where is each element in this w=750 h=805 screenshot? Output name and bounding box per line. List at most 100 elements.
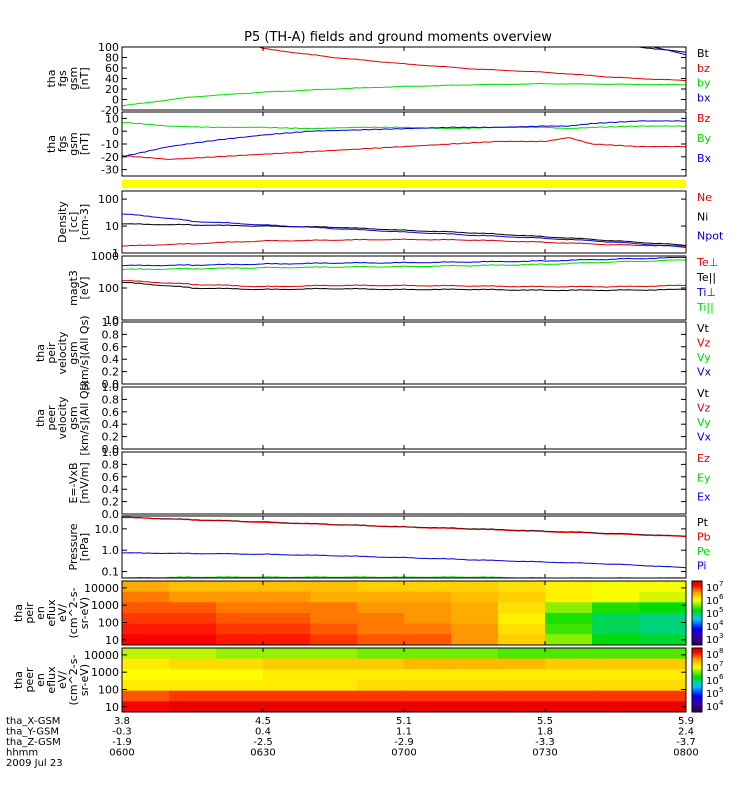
series-line-Bx [122, 120, 686, 158]
heatmap-cell [216, 634, 264, 645]
x-axis-value: 0800 [673, 748, 698, 759]
y-tick-label: 0 [112, 125, 119, 138]
heatmap-cell [498, 613, 546, 625]
heatmap-cell [263, 648, 311, 660]
colorbar-segment [692, 585, 702, 588]
y-axis-label: sr-eV) [78, 597, 91, 629]
panel-frame [121, 386, 687, 450]
y-tick-label: 1.0 [102, 446, 120, 459]
heatmap-cell [263, 680, 311, 692]
heatmap-cell [122, 701, 170, 712]
y-axis-label: gsm [67, 132, 80, 155]
y-tick-label: 1.0 [102, 316, 120, 329]
colorbar-segment [692, 707, 702, 711]
y-tick-label: 10000 [84, 649, 119, 662]
heatmap-cell [169, 602, 217, 614]
heatmap-cell [498, 669, 546, 681]
x-axis-value: 0600 [109, 748, 134, 759]
colorbar-tick-label: 10 [706, 583, 719, 594]
colorbar-segment [692, 625, 702, 629]
panel-frame [121, 46, 687, 111]
colorbar-segment [692, 642, 702, 646]
y-axis-label: [nPa] [78, 533, 91, 561]
legend-Pt: Pt [697, 516, 709, 529]
heatmap-cell [310, 623, 358, 635]
y-axis-label: [eV] [78, 277, 91, 300]
heatmap-cell [592, 634, 640, 645]
heatmap-cell [545, 690, 593, 702]
legend-Ti⊥: Ti⊥ [696, 286, 716, 299]
heatmap-cell [310, 690, 358, 702]
heatmap-cell [216, 591, 264, 603]
y-axis-label: en [34, 673, 47, 687]
y-tick-label: 0.2 [102, 496, 120, 509]
heatmap-cell [122, 581, 170, 593]
heatmap-cell [639, 581, 686, 593]
heatmap-cell [404, 591, 452, 603]
x-axis-value: -1.9 [112, 737, 132, 748]
heatmap-cell [545, 623, 593, 635]
y-tick-label: 60 [105, 62, 119, 75]
colorbar-segment [692, 589, 702, 593]
colorbar-tick-exponent: 7 [719, 580, 723, 588]
heatmap-cell [357, 591, 405, 603]
heatmap-cell [122, 648, 170, 660]
colorbar-segment [692, 673, 702, 677]
colorbar-tick-exponent: 7 [719, 660, 723, 668]
y-tick-label: 10.0 [95, 523, 120, 536]
colorbar-segment [692, 669, 702, 672]
colorbar-segment [692, 660, 702, 664]
heatmap-cell [451, 602, 499, 614]
y-axis-label: tha [34, 344, 47, 362]
colorbar-segment [692, 650, 702, 653]
y-tick-label: 0.4 [102, 418, 120, 431]
panel-frame [121, 451, 687, 515]
legend-Ne: Ne [697, 191, 712, 204]
colorbar-segment [692, 682, 702, 685]
colorbar-segment [692, 602, 702, 605]
y-tick-label: 1000 [91, 250, 119, 263]
y-tick-label: 1.0 [102, 381, 120, 394]
heatmap-cell [357, 581, 405, 593]
y-axis-label: fgs [56, 70, 69, 87]
colorbar-tick-label: 10 [706, 663, 719, 674]
heatmap-cell [545, 669, 593, 681]
y-tick-label: 100 [98, 193, 119, 206]
series-line-Ti⊥ [122, 256, 686, 267]
heatmap-cell [498, 690, 546, 702]
heatmap-cell [545, 658, 593, 670]
colorbar-tick-label: 10 [706, 676, 719, 687]
panel-5: 1.00.80.60.40.20.0thapeirvelocitygsm[km/… [34, 315, 712, 391]
heatmap-cell [404, 634, 452, 645]
x-axis-value: 0730 [532, 748, 557, 759]
legend-Vt: Vt [697, 387, 710, 400]
heatmap-cell [498, 591, 546, 603]
heatmap-cell [357, 701, 405, 712]
y-axis-label: peer [45, 405, 58, 431]
colorbar-segment [692, 613, 702, 616]
colorbar-segment [692, 617, 702, 620]
series-line-Ne [122, 238, 686, 247]
heatmap-cell [592, 680, 640, 692]
heatmap-cell [404, 581, 452, 593]
heatmap-cell [357, 623, 405, 635]
x-axis-value: 0630 [250, 748, 275, 759]
heatmap-cell [592, 581, 640, 593]
y-axis-label: Density [56, 201, 69, 243]
heatmap-cell [216, 701, 264, 712]
legend-Te||: Te|| [696, 271, 716, 284]
x-axis-row-label: tha_X-GSM [6, 716, 60, 727]
y-axis-label: [cc] [67, 212, 80, 233]
y-tick-label: 100 [98, 683, 119, 696]
colorbar-tick-exponent: 4 [719, 619, 724, 627]
legend-Npot: Npot [697, 230, 724, 243]
colorbar-segment [692, 677, 702, 681]
x-axis-value: 5.1 [396, 716, 412, 727]
legend-Ez: Ez [697, 452, 710, 465]
heatmap-cell [310, 591, 358, 603]
x-axis-value: -3.3 [535, 737, 555, 748]
colorbar-segment [692, 648, 702, 651]
y-tick-label: -10 [101, 138, 119, 151]
heatmap-cell [404, 623, 452, 635]
